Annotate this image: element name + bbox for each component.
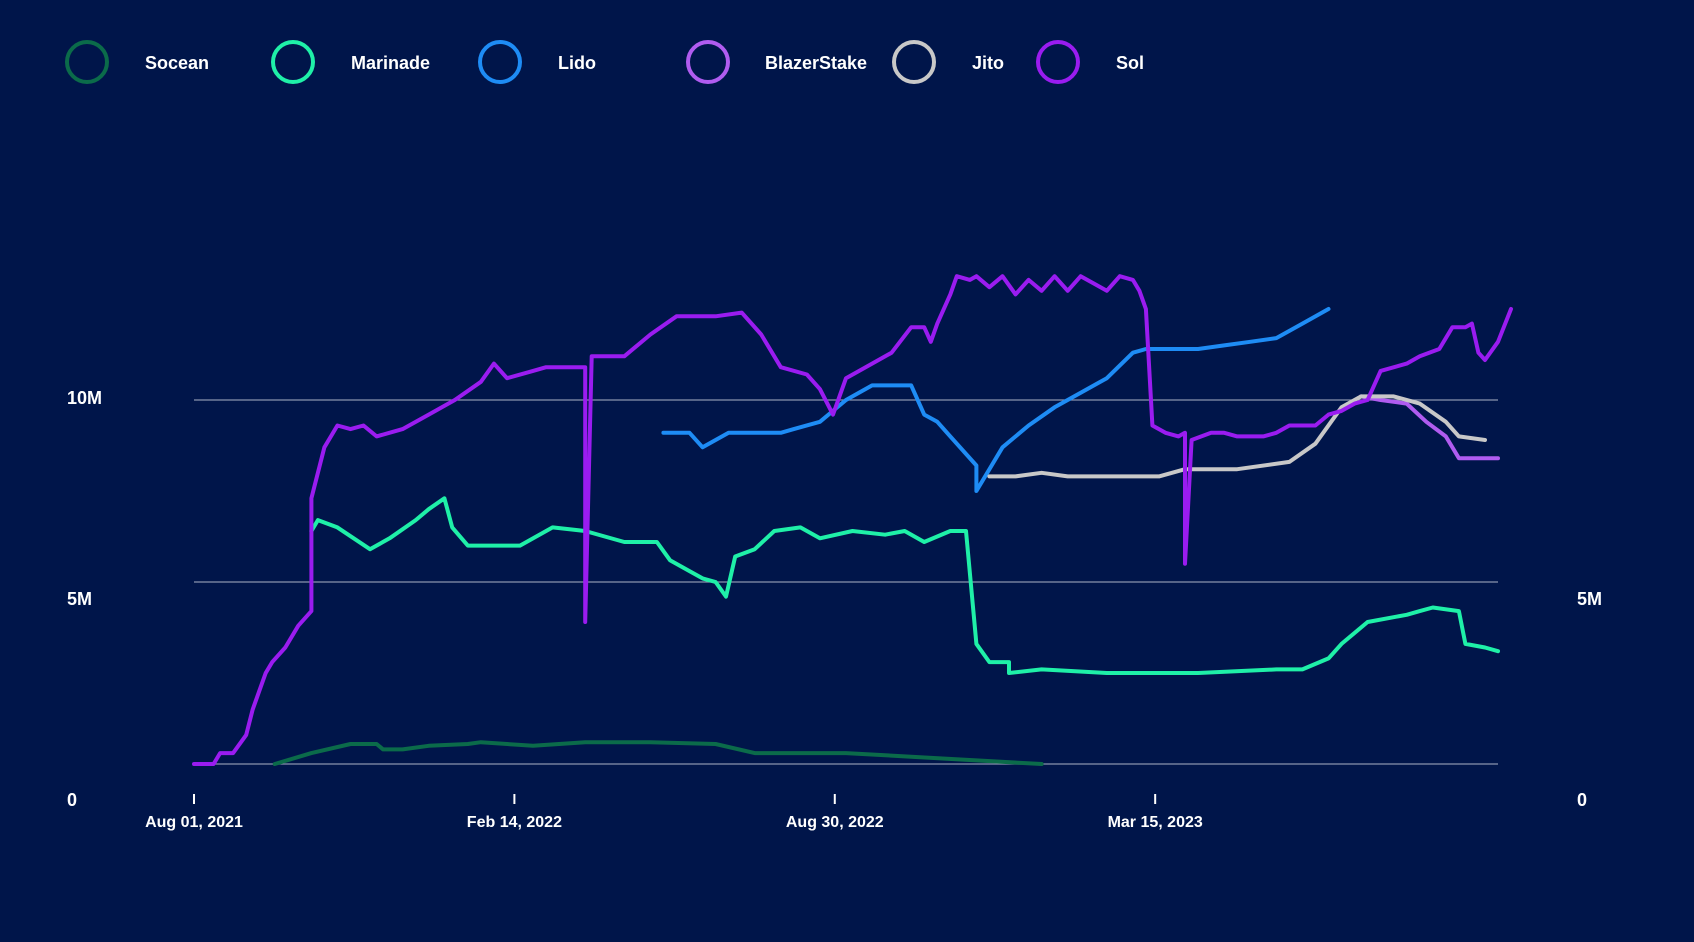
legend-label-blazerstake: BlazerStake bbox=[765, 53, 867, 73]
series-line-socean bbox=[275, 742, 1042, 764]
legend-label-marinade: Marinade bbox=[351, 53, 430, 73]
legend-marker-sol bbox=[1038, 42, 1078, 82]
legend: Socean Marinade Lido BlazerStake Jito Sol bbox=[67, 42, 1144, 82]
legend-marker-marinade bbox=[273, 42, 313, 82]
x-tick-label-0: Aug 01, 2021 bbox=[145, 814, 243, 831]
legend-label-socean: Socean bbox=[145, 53, 209, 73]
legend-marker-socean bbox=[67, 42, 107, 82]
legend-label-jito: Jito bbox=[972, 53, 1004, 73]
line-chart: Socean Marinade Lido BlazerStake Jito Sol 0 5M… bbox=[0, 0, 1694, 942]
y-tick-right-5: 5M bbox=[1577, 589, 1602, 609]
legend-label-sol: Sol bbox=[1116, 53, 1144, 73]
legend-label-lido: Lido bbox=[558, 53, 596, 73]
y-tick-left-0: 0 bbox=[67, 790, 77, 810]
x-tick-label-1: Feb 14, 2022 bbox=[467, 814, 562, 831]
series-line-blazerstake bbox=[1361, 396, 1498, 458]
series-line-marinade bbox=[311, 498, 1498, 673]
x-tick-label-2: Aug 30, 2022 bbox=[786, 814, 884, 831]
x-tick-label-3: Mar 15, 2023 bbox=[1108, 814, 1203, 831]
legend-marker-blazerstake bbox=[688, 42, 728, 82]
series-line-sol bbox=[194, 276, 1511, 764]
y-tick-left-10: 10M bbox=[67, 388, 102, 408]
legend-marker-lido bbox=[480, 42, 520, 82]
y-tick-left-5: 5M bbox=[67, 589, 92, 609]
series-lines bbox=[194, 276, 1511, 764]
legend-marker-jito bbox=[894, 42, 934, 82]
y-tick-right-0: 0 bbox=[1577, 790, 1587, 810]
